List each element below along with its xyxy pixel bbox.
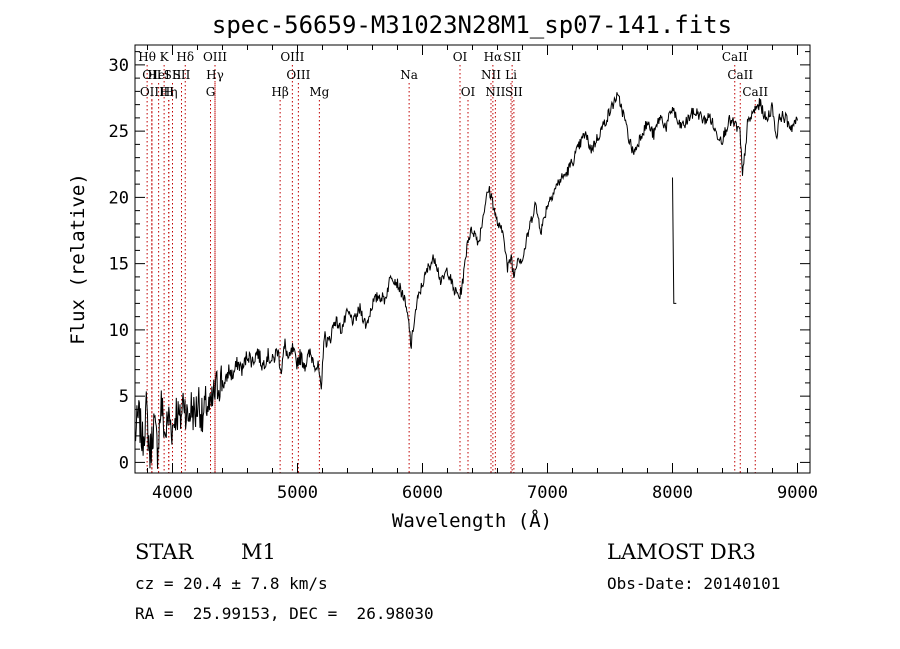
line-label-28: CaII [742, 85, 768, 99]
line-label-8: Hδ [176, 50, 194, 64]
line-label-1: OII [142, 68, 162, 82]
y-tick-label-2: 10 [109, 321, 129, 341]
line-label-10: OIII [203, 50, 227, 64]
x-tick-label-5: 9000 [777, 483, 818, 503]
x-tick-label-1: 5000 [277, 483, 318, 503]
line-label-18: OI [453, 50, 468, 64]
object-class: STAR [135, 540, 194, 564]
y-axis-label: Flux (relative) [67, 173, 89, 345]
chart-title: spec-56659-M31023N28M1_sp07-141.fits [212, 11, 732, 39]
line-label-12: G [206, 85, 216, 99]
line-label-2: OIII [140, 85, 164, 99]
x-tick-label-3: 7000 [527, 483, 568, 503]
line-label-27: CaII [727, 68, 753, 82]
spectrum-line [134, 92, 798, 469]
spectrum-series [134, 92, 798, 469]
line-label-0: Hθ [138, 50, 156, 64]
line-label-19: OI [461, 85, 476, 99]
line-label-5: Hη [160, 85, 178, 99]
survey-name: LAMOST DR3 [607, 540, 756, 564]
plot-frame [134, 44, 811, 474]
line-label-15: OIII [286, 68, 310, 82]
line-label-20: Hα [484, 50, 503, 64]
x-tick-label-4: 8000 [652, 483, 693, 503]
axis-ticks: 4000 5000 6000 7000 8000 9000 0 5 10 15 20 25 30 [109, 45, 818, 503]
line-label-23: SII [503, 50, 521, 64]
y-tick-label-1: 5 [119, 387, 129, 407]
line-label-14: OIII [280, 50, 304, 64]
line-label-9: SII [173, 68, 191, 82]
line-label-25: SII [505, 85, 523, 99]
line-label-4: K [160, 50, 170, 64]
observation-date: Obs-Date: 20140101 [607, 574, 781, 593]
line-label-7: H [164, 85, 174, 99]
line-label-26: CaII [722, 50, 748, 64]
absorption-spike [672, 177, 677, 304]
y-tick-label-5: 25 [109, 122, 129, 142]
line-label-16: Mg [309, 85, 329, 99]
x-tick-label-2: 6000 [402, 483, 443, 503]
line-label-17: Na [400, 68, 418, 82]
x-axis-label: Wavelength (Å) [392, 509, 552, 532]
line-label-22: NII [485, 85, 505, 99]
line-label-11: Hγ [206, 68, 224, 82]
line-label-13: Hβ [271, 85, 288, 99]
y-tick-label-3: 15 [109, 255, 129, 275]
coordinates: RA = 25.99153, DEC = 26.98030 [135, 604, 434, 623]
line-label-21: NII [481, 68, 501, 82]
line-label-6: SII [164, 68, 182, 82]
y-tick-label-0: 0 [119, 453, 129, 473]
redshift-value: cz = 20.4 ± 7.8 km/s [135, 574, 328, 593]
object-subclass: M1 [241, 540, 276, 564]
y-tick-label-4: 20 [109, 188, 129, 208]
y-tick-label-6: 30 [109, 56, 129, 76]
line-label-24: Li [505, 68, 517, 82]
x-tick-label-0: 4000 [152, 483, 193, 503]
